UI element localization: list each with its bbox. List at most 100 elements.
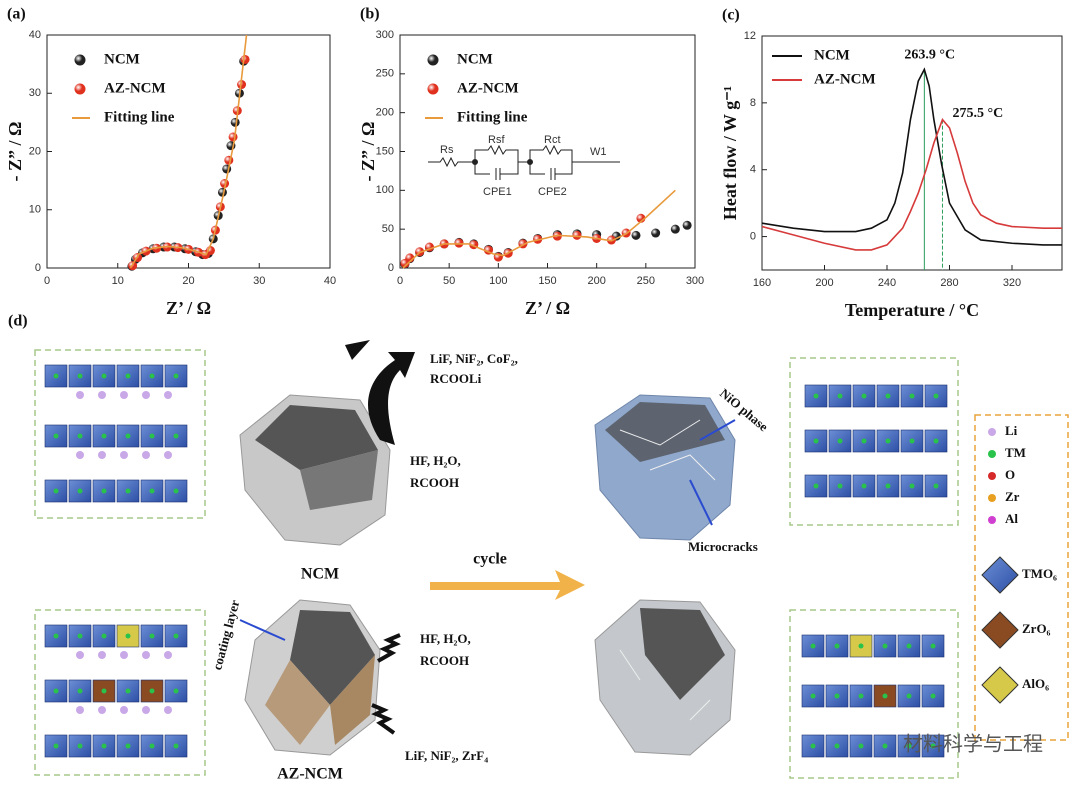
y-tick-label: 50 [382, 223, 394, 235]
y-axis-title: Heat flow / W g⁻¹ [720, 86, 740, 220]
legend-label: NCM [457, 51, 493, 67]
legend-atom [988, 428, 996, 436]
atom [53, 373, 59, 379]
x-tick-label: 200 [815, 277, 833, 289]
marker [682, 220, 692, 230]
li [76, 651, 84, 659]
li [142, 651, 150, 659]
y-tick-label: 10 [29, 204, 41, 216]
legend-label: AlO₆ [1022, 676, 1049, 691]
dashed-boxes [34, 349, 1069, 779]
atom [77, 633, 83, 639]
li [98, 706, 106, 714]
atom [101, 373, 107, 379]
products: LiF, NiF₂, ZrF₄ [405, 748, 488, 763]
li [98, 451, 106, 459]
marker [651, 228, 661, 238]
plot-frame [46, 34, 331, 269]
y-tick-label: 250 [376, 68, 394, 80]
atom [813, 438, 819, 444]
atom [909, 393, 915, 399]
atom [77, 488, 83, 494]
atom [173, 743, 179, 749]
atom [909, 483, 915, 489]
y-tick-label: 0 [35, 262, 41, 274]
legend-atom [988, 472, 996, 480]
atom [173, 633, 179, 639]
marker [572, 230, 582, 240]
x-tick-label: 100 [489, 275, 507, 287]
li [164, 706, 172, 714]
y-tick-label: 150 [376, 145, 394, 157]
y-tick-label: 0 [750, 230, 756, 242]
legend-label: NCM [814, 47, 850, 63]
atom [861, 438, 867, 444]
atom [834, 643, 840, 649]
atom [149, 433, 155, 439]
x-tick-label: 150 [538, 275, 556, 287]
atom [125, 743, 131, 749]
marker [224, 155, 234, 165]
panel-label: (d) [8, 313, 28, 330]
panel-label: (c) [722, 7, 740, 24]
reactants: RCOOH [410, 475, 459, 490]
legend-label: NCM [104, 51, 140, 67]
atom [906, 743, 912, 749]
atom [885, 438, 891, 444]
legend-marker [74, 54, 86, 66]
squiggle [377, 633, 401, 663]
atom [53, 488, 59, 494]
legend-label: Fitting line [104, 109, 175, 125]
microcracks-label: Microcracks [688, 539, 758, 554]
x-tick-label: 30 [253, 275, 265, 287]
li [120, 706, 128, 714]
atom [149, 488, 155, 494]
atom [834, 693, 840, 699]
atom [906, 693, 912, 699]
marker [230, 117, 240, 127]
atom [149, 373, 155, 379]
panel-label: (b) [360, 6, 380, 23]
lattices [44, 364, 1019, 758]
atom [101, 688, 107, 694]
atom [810, 743, 816, 749]
atom [53, 743, 59, 749]
atom [101, 633, 107, 639]
ncm-label: NCM [301, 566, 339, 583]
y-tick-label: 100 [376, 184, 394, 196]
y-tick-label: 300 [376, 29, 394, 41]
particle-ncm-cycled [594, 394, 736, 541]
legend-octahedron [981, 556, 1019, 594]
peak-label: 263.9 °C [904, 48, 955, 63]
li [76, 391, 84, 399]
legend-octahedron [981, 666, 1019, 704]
legend-marker [427, 83, 439, 95]
li [142, 451, 150, 459]
legend-atom [988, 450, 996, 458]
pointer [239, 619, 286, 641]
y-axis-title: - Z” / Ω [358, 122, 378, 182]
arrow-head [345, 340, 370, 360]
atom [882, 643, 888, 649]
atom [885, 393, 891, 399]
atom [930, 643, 936, 649]
marker [670, 224, 680, 234]
x-tick-label: 280 [940, 277, 958, 289]
atom [77, 743, 83, 749]
particle-az [244, 599, 381, 756]
li [98, 651, 106, 659]
legend-label: AZ-NCM [457, 80, 519, 96]
atom [149, 743, 155, 749]
x-tick-label: 300 [686, 275, 704, 287]
atom [930, 693, 936, 699]
y-tick-label: 8 [750, 97, 756, 109]
y-tick-label: 4 [750, 164, 756, 176]
legend-label: TM [1005, 445, 1026, 460]
atom [933, 438, 939, 444]
atom [813, 483, 819, 489]
cycle-label: cycle [473, 551, 507, 568]
x-axis-title: Temperature / °C [845, 300, 979, 320]
panel-label: (a) [7, 6, 26, 23]
legend-label: AZ-NCM [814, 71, 876, 87]
x-tick-label: 20 [182, 275, 194, 287]
